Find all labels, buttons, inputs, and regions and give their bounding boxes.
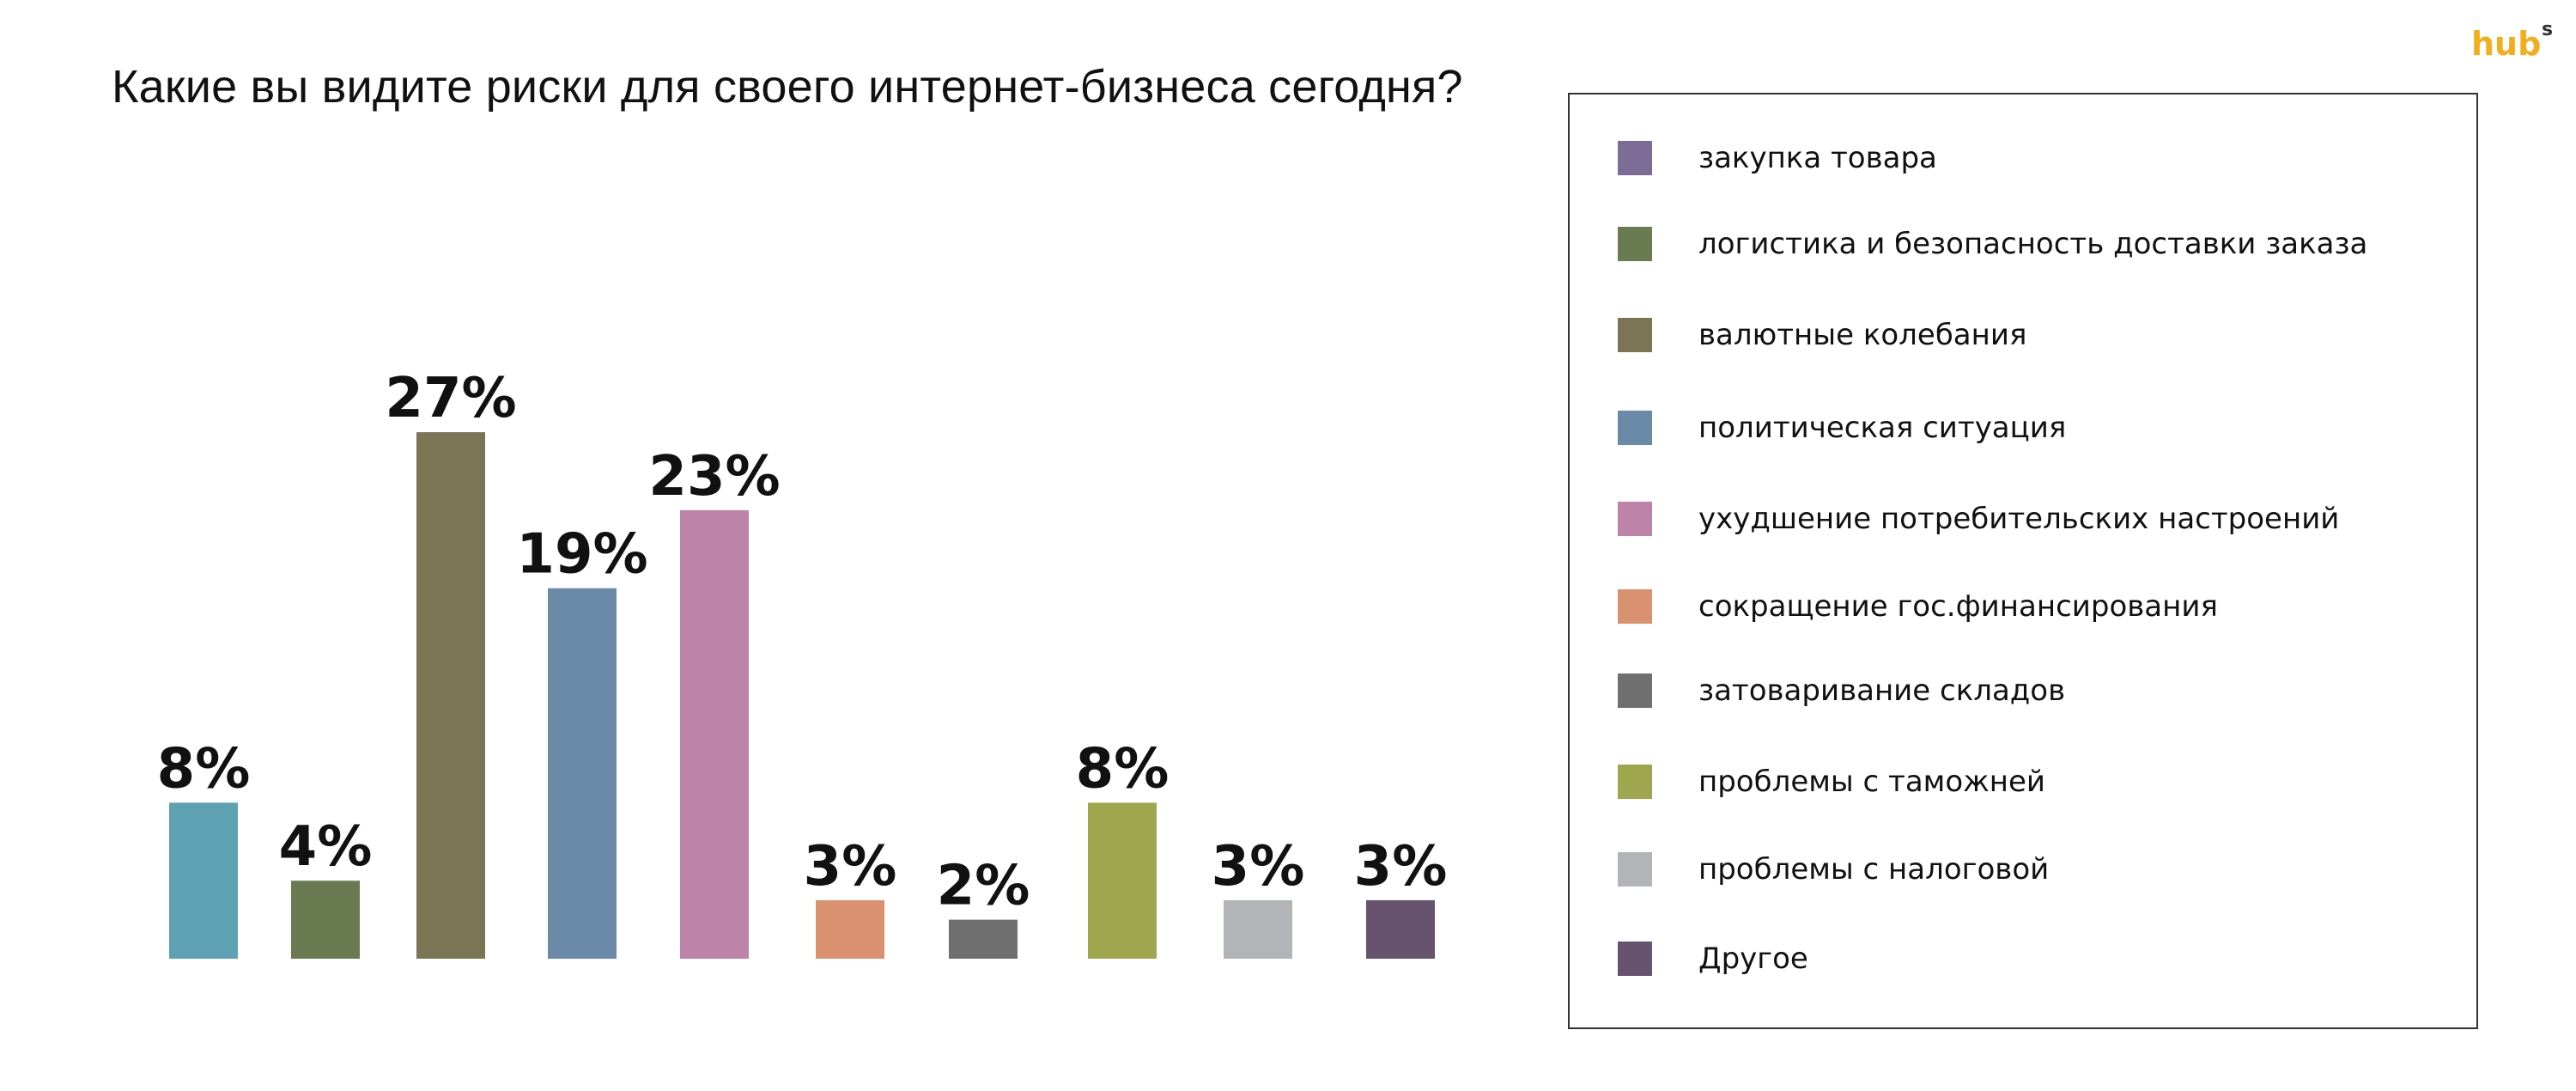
- legend-item: логистика и безопасность доставки заказа: [1618, 225, 2367, 263]
- bar-value-label: 19%: [516, 523, 647, 587]
- bar-chart: 8% 4% 27% 19%23% 3% 2% 8% 3% 3%: [157, 367, 1448, 960]
- chart-legend: закупка товара логистика и безопасность …: [1568, 93, 2478, 1029]
- legend-swatch: [1618, 502, 1652, 536]
- bar: [416, 432, 485, 960]
- bar-value-label: 4%: [279, 815, 373, 879]
- hubs-logo: hub s: [2471, 19, 2557, 67]
- bar: [1224, 899, 1292, 959]
- logo-text: hub: [2471, 25, 2542, 63]
- bar-value-label: 23%: [648, 445, 780, 509]
- bar: [1366, 899, 1435, 959]
- legend-swatch: [1618, 589, 1652, 624]
- legend-label: Другое: [1698, 942, 1808, 976]
- legend-swatch: [1618, 411, 1652, 445]
- legend-swatch: [1618, 227, 1652, 261]
- legend-label: валютные колебания: [1698, 318, 2027, 352]
- chart-title: Какие вы видите риски для своего интерне…: [112, 61, 1463, 113]
- legend-label: политическая ситуация: [1698, 411, 2067, 445]
- bar: [548, 588, 617, 959]
- legend-item: закупка товара: [1618, 139, 1937, 177]
- bar: [949, 919, 1018, 959]
- bar: [291, 881, 360, 959]
- logo-superscript: s: [2542, 19, 2554, 40]
- legend-item: сокращение гос.финансирования: [1618, 588, 2218, 625]
- bar: [680, 509, 749, 959]
- legend-swatch: [1618, 673, 1652, 708]
- legend-swatch: [1618, 852, 1652, 887]
- bar-value-label: 8%: [157, 737, 251, 801]
- bar-value-label: 3%: [804, 835, 897, 899]
- legend-label: закупка товара: [1698, 141, 1937, 175]
- bar: [169, 802, 238, 959]
- bar-value-label: 3%: [1354, 835, 1448, 899]
- legend-swatch: [1618, 942, 1652, 976]
- legend-swatch: [1618, 765, 1652, 799]
- legend-item: затоваривание складов: [1618, 672, 2065, 710]
- bar: [816, 899, 884, 959]
- legend-item: политическая ситуация: [1618, 409, 2066, 447]
- legend-swatch: [1618, 318, 1652, 352]
- legend-item: проблемы с таможней: [1618, 763, 2045, 801]
- bar-value-label: 3%: [1212, 835, 1305, 899]
- legend-item: Другое: [1618, 940, 1808, 978]
- bar: [1088, 802, 1157, 959]
- bar-value-label: 2%: [937, 855, 1030, 918]
- legend-label: проблемы с налоговой: [1698, 852, 2050, 887]
- legend-label: ухудшение потребительских настроений: [1698, 502, 2340, 536]
- legend-label: сокращение гос.финансирования: [1698, 589, 2218, 624]
- legend-item: валютные колебания: [1618, 316, 2026, 354]
- bar-value-label: 8%: [1076, 737, 1170, 801]
- legend-swatch: [1618, 141, 1652, 175]
- legend-label: проблемы с таможней: [1698, 765, 2045, 799]
- legend-item: ухудшение потребительских настроений: [1618, 500, 2339, 538]
- legend-item: проблемы с налоговой: [1618, 850, 2049, 888]
- legend-label: логистика и безопасность доставки заказа: [1698, 227, 2368, 261]
- legend-label: затоваривание складов: [1698, 673, 2066, 708]
- bar-value-label: 27%: [385, 367, 516, 430]
